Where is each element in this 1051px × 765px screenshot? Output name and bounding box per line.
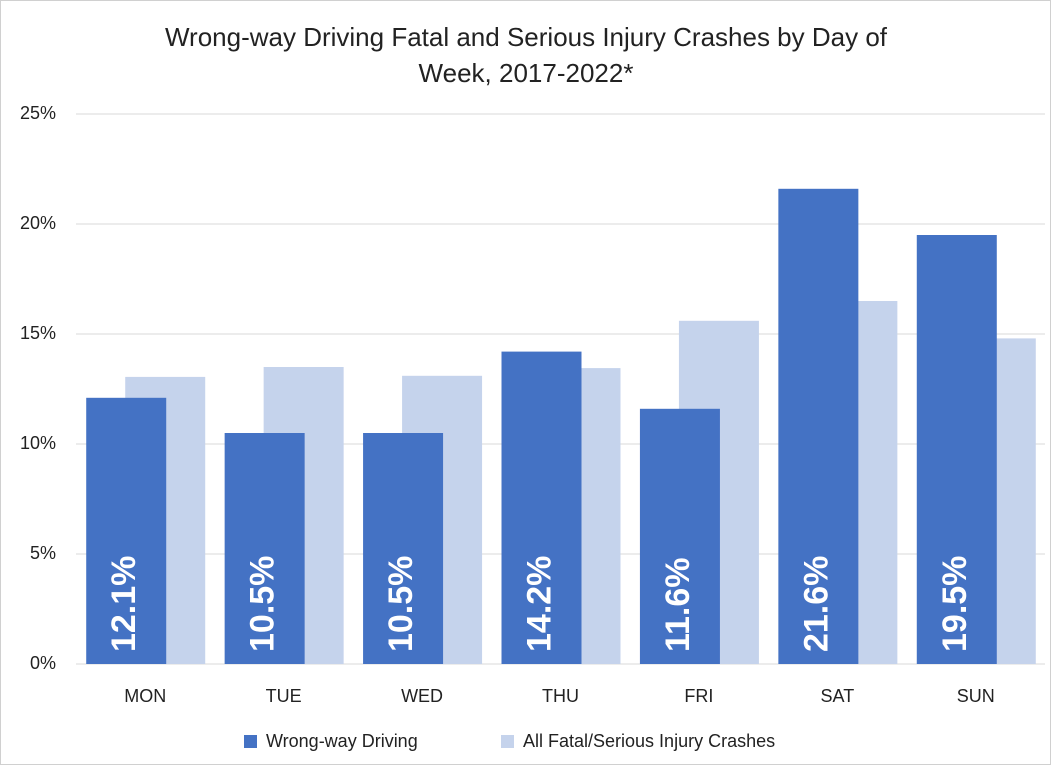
y-tick-label: 0% [30,653,56,673]
y-tick-label: 10% [20,433,56,453]
value-label: 21.6% [797,556,835,652]
x-tick-label: SAT [821,686,855,706]
bar [86,397,167,664]
x-tick-label: FRI [684,686,713,706]
bar [778,188,859,665]
bar [224,433,305,664]
legend-label: Wrong-way Driving [266,731,418,751]
x-tick-label: TUE [266,686,302,706]
bar [363,433,444,664]
value-label: 11.6% [659,557,697,652]
legend-label: All Fatal/Serious Injury Crashes [523,731,775,751]
bar [639,408,720,664]
legend-swatch [244,735,257,748]
x-tick-label: MON [124,686,166,706]
value-label: 10.5% [244,556,282,652]
bar [916,235,997,664]
value-label: 14.2% [520,556,558,652]
y-tick-label: 5% [30,543,56,563]
y-tick-label: 20% [20,213,56,233]
value-label: 12.1% [105,556,143,652]
value-label: 10.5% [382,556,420,652]
y-tick-label: 15% [20,323,56,343]
value-label: 19.5% [936,556,974,652]
legend-swatch [501,735,514,748]
chart-title: Wrong-way Driving Fatal and Serious Inju… [164,22,888,88]
bar [501,351,582,664]
x-tick-label: THU [542,686,579,706]
y-tick-label: 25% [20,103,56,123]
x-tick-label: SUN [957,686,995,706]
x-tick-label: WED [401,686,443,706]
